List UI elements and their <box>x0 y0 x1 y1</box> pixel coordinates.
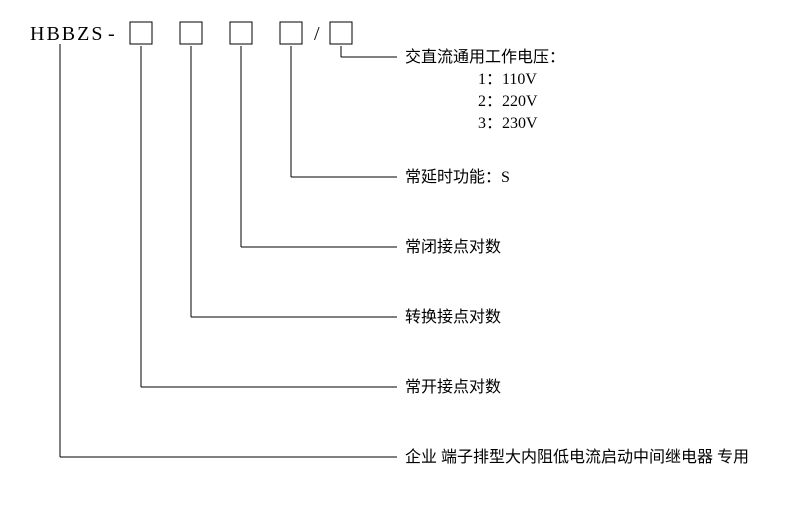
placeholder-box-1 <box>130 22 152 44</box>
placeholder-box-4 <box>280 22 302 44</box>
desc-voltage-title: 交直流通用工作电压： <box>405 48 565 66</box>
desc-series: 企业 端子排型大内阻低电流启动中间继电器 专用 <box>405 448 749 466</box>
placeholder-box-3 <box>230 22 252 44</box>
desc-voltage-line-3: 3：230V <box>478 115 538 132</box>
model-code: HBBZS <box>30 23 104 45</box>
desc-voltage-line-2: 2：220V <box>478 93 538 110</box>
desc-nc: 常闭接点对数 <box>405 238 501 256</box>
desc-voltage-line-1: 1：110V <box>478 71 537 88</box>
slash-separator: / <box>314 23 320 45</box>
desc-co: 转换接点对数 <box>405 308 501 326</box>
ordering-code-diagram: HBBZS- / 交直流通用工作电压： 1：110V 2：220V 3：230V 常延时功能… <box>0 0 800 510</box>
desc-no: 常开接点对数 <box>405 378 501 396</box>
dash-separator: - <box>108 23 115 45</box>
placeholder-box-5 <box>330 22 352 44</box>
placeholder-box-2 <box>180 22 202 44</box>
desc-delay: 常延时功能：S <box>405 168 510 186</box>
